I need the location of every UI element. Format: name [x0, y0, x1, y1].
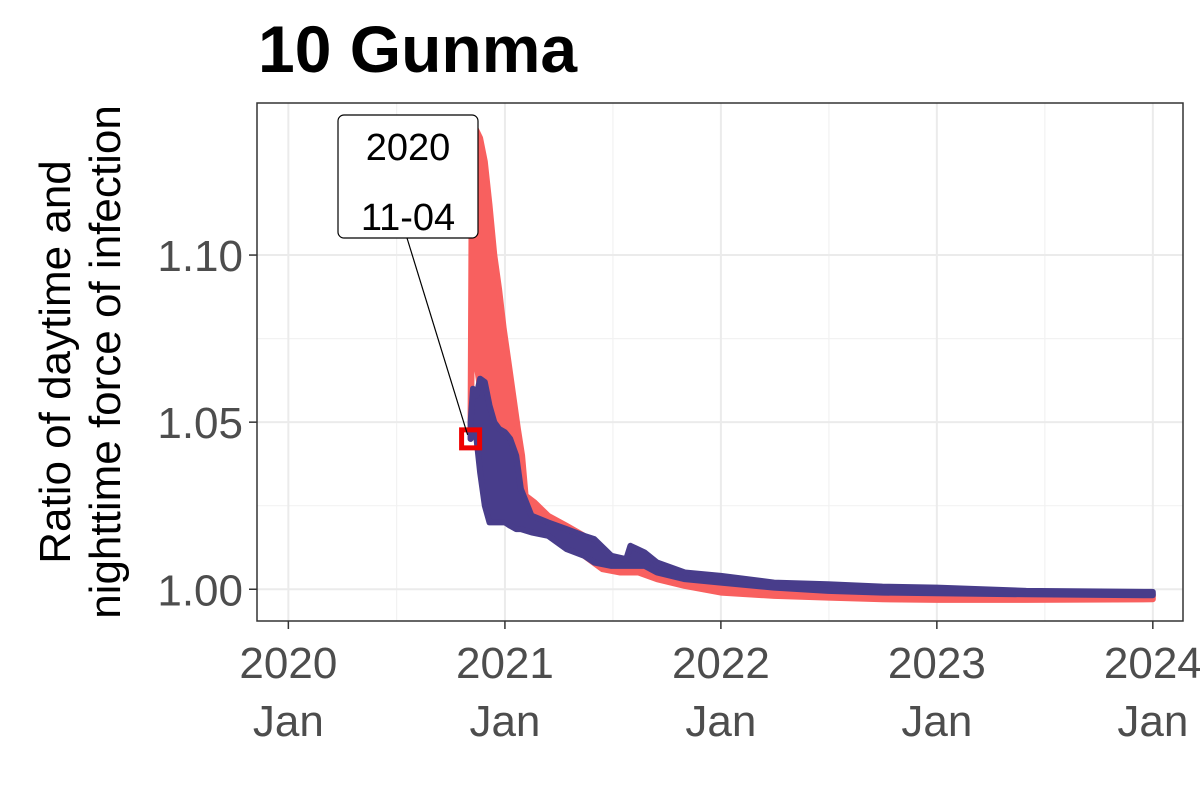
chart-title: 10 Gunma [258, 12, 578, 86]
series-layer [459, 125, 1156, 603]
x-tick-label-year: 2020 [239, 639, 337, 688]
y-tick-label: 1.10 [157, 232, 243, 281]
y-tick-label: 1.00 [157, 566, 243, 615]
annotation-text-line-1: 2020 [366, 127, 451, 169]
y-axis-label: Ratio of daytime and nighttime force of … [31, 105, 130, 619]
x-tick-label-year: 2023 [888, 639, 986, 688]
x-tick-label-month: Jan [1117, 697, 1188, 746]
x-tick-label-year: 2022 [672, 639, 770, 688]
annotation-layer: 2020 11-04 [337, 114, 479, 436]
plot-border [256, 102, 1184, 622]
highlight-marker [459, 427, 483, 451]
x-tick-label-month: Jan [685, 697, 756, 746]
y-axis-label-line-2: nighttime force of infection [81, 105, 130, 619]
x-tick-label-month: Jan [253, 697, 324, 746]
y-axis-label-line-1: Ratio of daytime and [31, 160, 80, 564]
y-tick-label: 1.05 [157, 399, 243, 448]
x-tick-label-year: 2024 [1104, 639, 1200, 688]
annotation-text-line-2: 11-04 [361, 197, 455, 239]
x-tick-label-month: Jan [901, 697, 972, 746]
annotation-leader-line [406, 237, 469, 436]
x-tick-label-month: Jan [469, 697, 540, 746]
series-band-2 [467, 375, 1156, 599]
annotation-box [337, 114, 479, 239]
axes: 1.00 1.05 1.10 2020 Jan 2021 Jan 2022 Jan 2023 Jan… [157, 232, 1200, 746]
x-tick-label-year: 2021 [456, 639, 554, 688]
